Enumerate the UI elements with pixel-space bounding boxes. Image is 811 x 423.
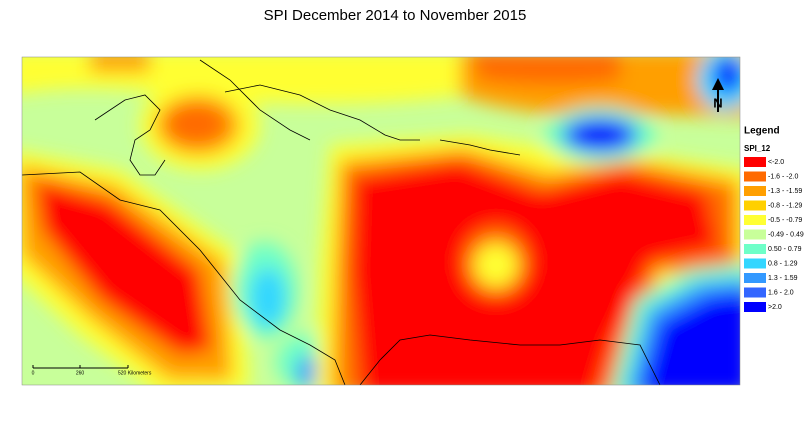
legend-swatch xyxy=(744,157,766,167)
spi-zone xyxy=(90,57,150,72)
legend-field: SPI_12 xyxy=(744,144,771,153)
legend-swatch xyxy=(744,229,766,240)
scale-label: 520 Kilometers xyxy=(118,370,152,376)
spi-zone xyxy=(642,293,740,385)
legend-label: 0.8 - 1.29 xyxy=(768,260,798,267)
title: SPI December 2014 to November 2015 xyxy=(264,7,527,24)
scale-bar: 0 260 520 Kilometers xyxy=(32,365,152,376)
map: N 0 260 520 Kilometers xyxy=(22,57,740,385)
spi-zone xyxy=(574,123,626,147)
spi-surface xyxy=(22,57,740,385)
legend-swatch xyxy=(744,258,766,269)
legend-label: -0.49 - 0.49 xyxy=(768,231,804,238)
legend-label: 0.50 - 0.79 xyxy=(768,246,802,253)
north-arrow: N xyxy=(712,78,724,112)
legend: Legend SPI_12 <-2.0 -1.6 - -2.0 -1.3 - -1.… xyxy=(744,126,804,312)
spi-zone xyxy=(35,180,212,355)
legend-label: 1.3 - 1.59 xyxy=(768,275,798,282)
legend-title: Legend xyxy=(744,126,780,137)
legend-label: 1.6 - 2.0 xyxy=(768,289,794,296)
north-label: N xyxy=(713,95,722,110)
legend-label: -0.5 - -0.79 xyxy=(768,217,802,224)
legend-swatch xyxy=(744,200,766,211)
spi-zone xyxy=(474,243,518,287)
scale-label: 260 xyxy=(76,370,85,376)
legend-label: <-2.0 xyxy=(768,159,784,166)
legend-label: >2.0 xyxy=(768,304,782,311)
legend-label: -1.3 - -1.59 xyxy=(768,188,802,195)
legend-swatch xyxy=(744,171,766,182)
legend-label: -0.8 - -1.29 xyxy=(768,202,802,209)
spi-zone xyxy=(250,268,286,328)
spi-zone xyxy=(166,104,226,144)
scale-label: 0 xyxy=(32,370,35,376)
spi-zone xyxy=(472,57,620,85)
legend-swatch xyxy=(744,244,766,254)
coastlines xyxy=(22,59,661,385)
map-frame xyxy=(21,56,741,386)
legend-swatch xyxy=(744,186,766,196)
legend-swatch xyxy=(744,215,766,225)
legend-swatch xyxy=(744,287,766,298)
legend-swatch xyxy=(744,273,766,283)
legend-swatch xyxy=(744,302,766,312)
legend-label: -1.6 - -2.0 xyxy=(768,173,798,180)
spi-zone xyxy=(352,162,718,385)
